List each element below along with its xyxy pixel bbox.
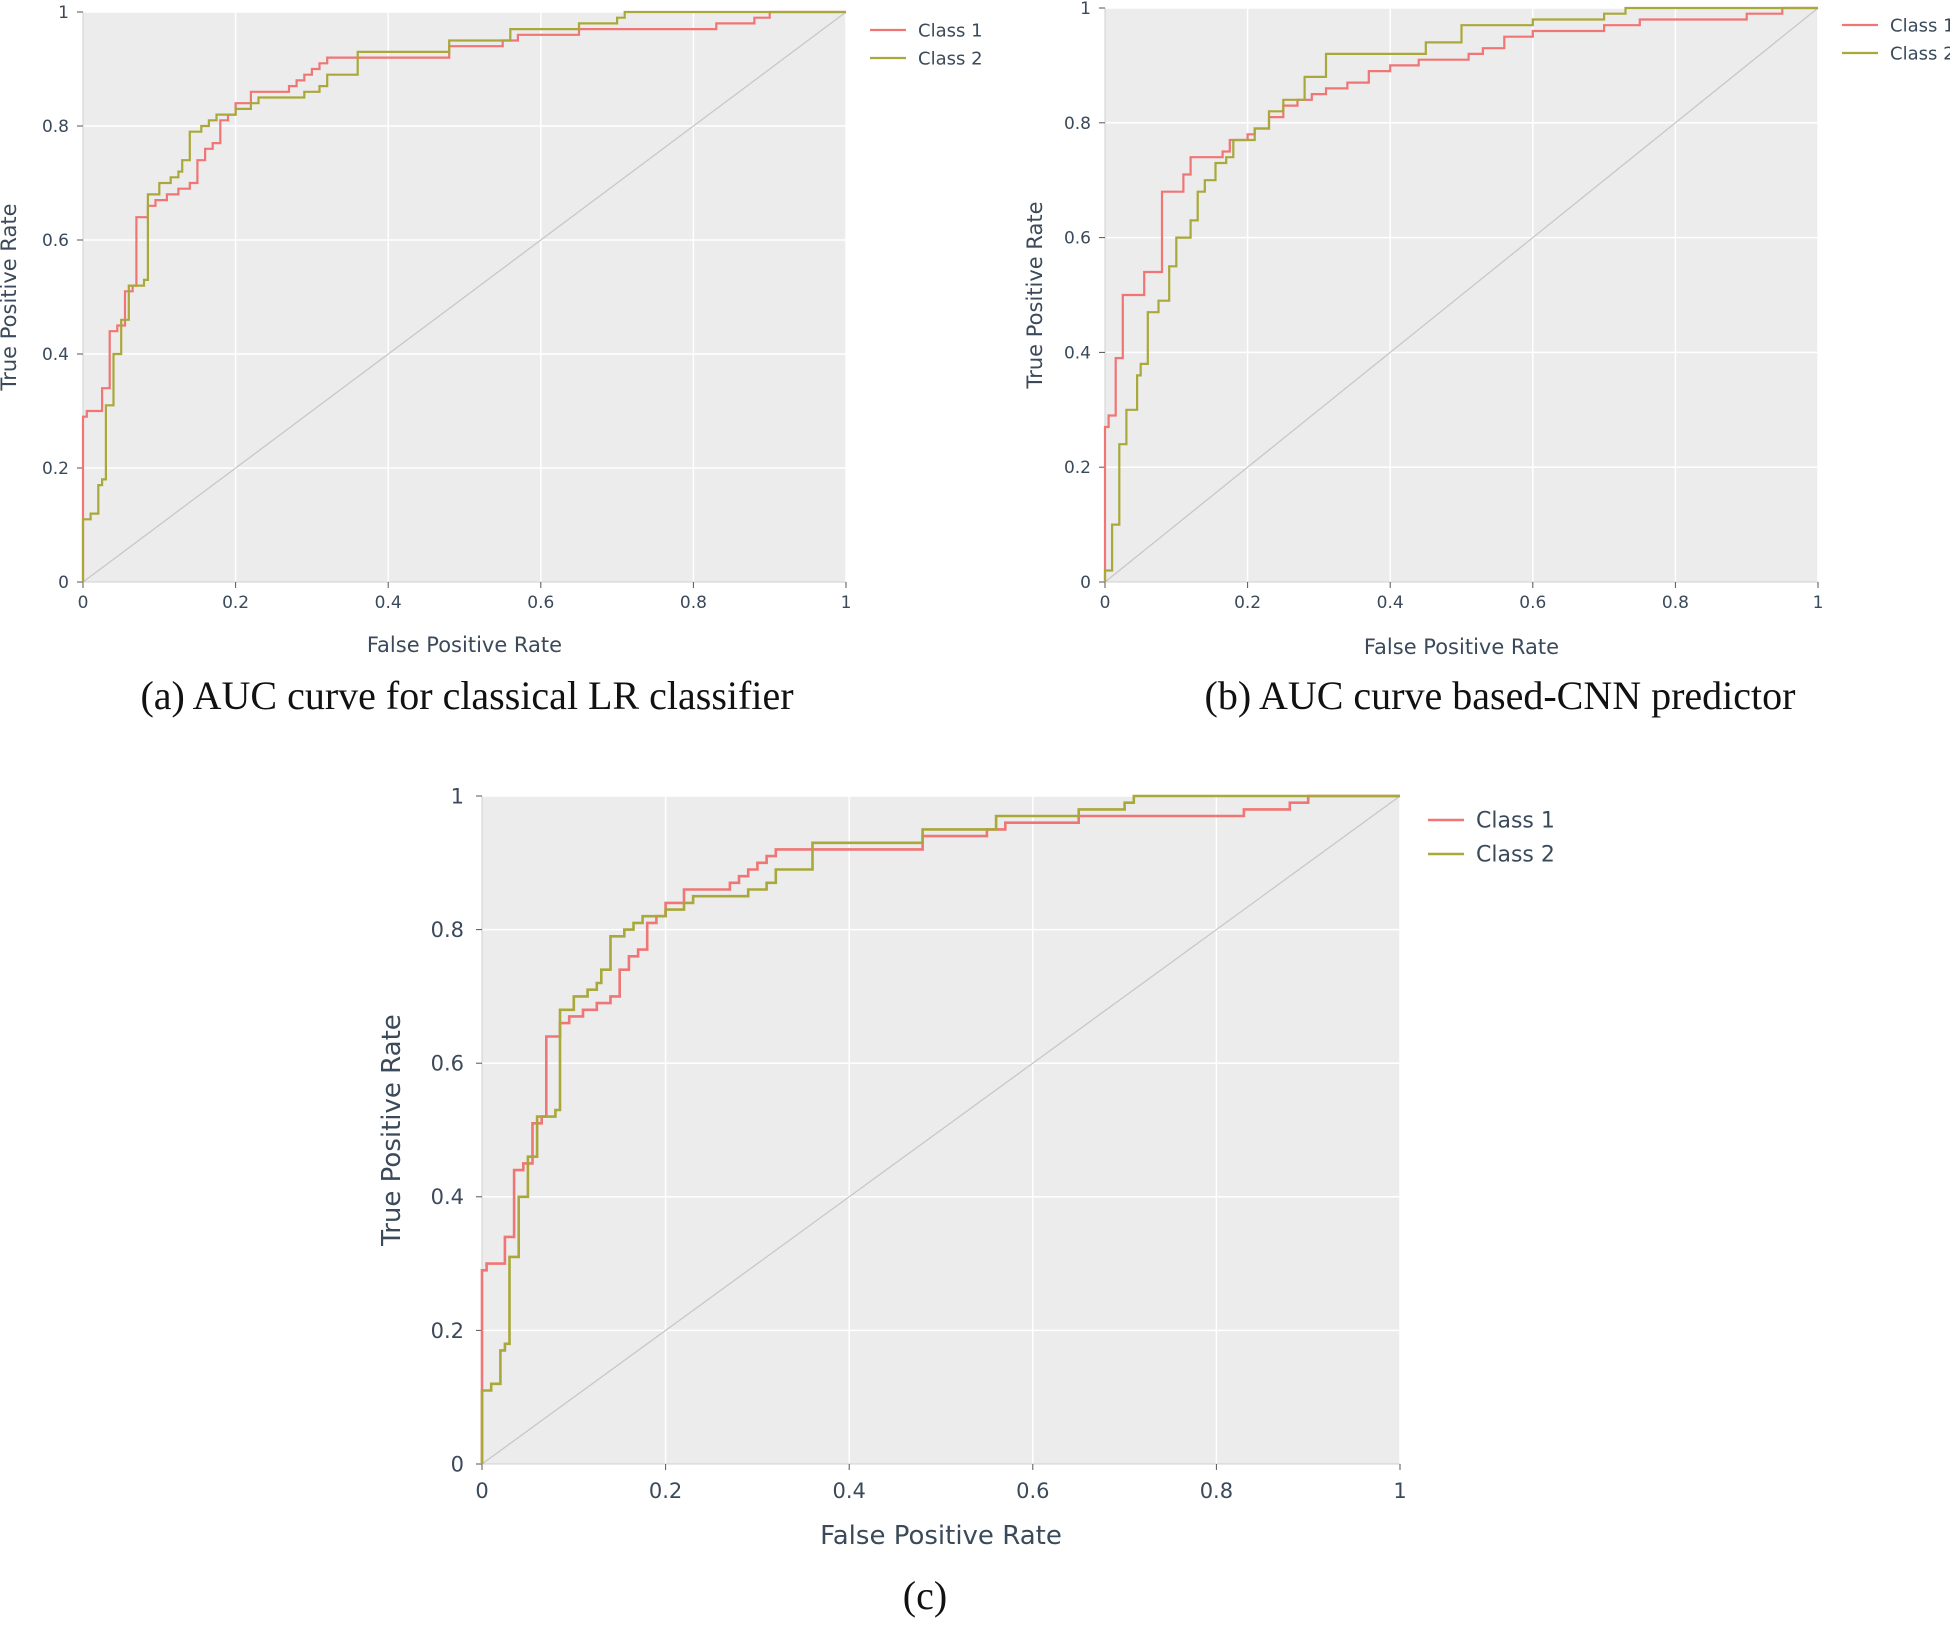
chance-diagonal-line (481, 795, 1401, 1465)
x-tick-label: 0 (1100, 593, 1111, 613)
y-tick-label: 0.4 (42, 345, 69, 365)
y-tick-label: 0 (451, 1452, 464, 1476)
y-tick-label: 0 (1080, 573, 1091, 593)
chart-c: 0 0.2 0.4 0.6 0.8 1 0 0.2 0.4 0.6 0.8 1 False Positi… (377, 784, 1555, 1551)
y-tick-label: 0.2 (431, 1319, 464, 1343)
y-tick-label: 1 (451, 784, 464, 808)
x-tick-label: 0.8 (1200, 1479, 1233, 1503)
x-tick-label: 1 (1813, 593, 1824, 613)
y-tick-label: 0.6 (431, 1052, 464, 1076)
y-tick-label: 0.8 (1064, 114, 1091, 134)
x-tick-label: 0.8 (1662, 593, 1689, 613)
chance-diagonal-line (82, 11, 847, 583)
y-tick-label: 0.6 (1064, 229, 1091, 249)
legend-label-class-1: Class 1 (918, 20, 983, 41)
x-tick-label: 0.4 (375, 593, 402, 613)
x-tick-label: 0.4 (1377, 593, 1404, 613)
legend-label-class-1: Class 1 (1890, 15, 1950, 36)
x-tick-label: 0.4 (832, 1479, 865, 1503)
y-tick-label: 0.4 (431, 1185, 464, 1209)
y-tick-label: 0.8 (42, 117, 69, 137)
x-tick-label: 0.6 (1016, 1479, 1049, 1503)
series-line-class-2 (81, 10, 846, 582)
x-tick-label: 1 (841, 593, 852, 613)
x-tick-label: 0.6 (1519, 593, 1546, 613)
series-line-class-2 (1103, 6, 1818, 582)
y-tick-label: 0.4 (1064, 343, 1091, 363)
x-axis-title: False Positive Rate (1364, 635, 1559, 659)
y-tick-label: 0.6 (42, 231, 69, 251)
chart-a: 0 0.2 0.4 0.6 0.8 1 0 0.2 0.4 0.6 0.8 1 False Positi… (0, 3, 983, 657)
x-tick-label: 0 (475, 1479, 488, 1503)
series-line-class-2 (480, 794, 1400, 1464)
y-axis-title: True Positive Rate (1023, 201, 1047, 389)
caption-b: (b) AUC curve based-CNN predictor (1204, 673, 1796, 718)
legend-label-class-1: Class 1 (1476, 809, 1555, 834)
x-tick-label: 0.2 (649, 1479, 682, 1503)
y-axis-title: True Positive Rate (377, 1014, 407, 1247)
x-tick-label: 0 (78, 593, 89, 613)
x-tick-label: 1 (1393, 1479, 1406, 1503)
y-tick-label: 0.2 (42, 459, 69, 479)
legend-label-class-2: Class 2 (1890, 43, 1950, 64)
y-tick-label: 1 (1080, 0, 1091, 19)
y-tick-label: 0 (58, 573, 69, 593)
x-axis-title: False Positive Rate (367, 633, 562, 657)
x-tick-label: 0.8 (680, 593, 707, 613)
y-axis-title: True Positive Rate (0, 203, 21, 391)
legend-label-class-2: Class 2 (1476, 843, 1555, 868)
caption-a: (a) AUC curve for classical LR classifie… (140, 673, 794, 718)
x-tick-label: 0.6 (527, 593, 554, 613)
caption-c: (c) (902, 1573, 948, 1618)
chart-b: 0 0.2 0.4 0.6 0.8 1 0 0.2 0.4 0.6 0.8 1 False Positi… (1023, 0, 1950, 659)
y-tick-label: 0.2 (1064, 458, 1091, 478)
legend-label-class-2: Class 2 (918, 48, 983, 69)
x-tick-label: 0.2 (222, 593, 249, 613)
x-tick-label: 0.2 (1234, 593, 1261, 613)
chance-diagonal-line (1104, 7, 1819, 583)
y-tick-label: 0.8 (431, 918, 464, 942)
x-axis-title: False Positive Rate (820, 1521, 1062, 1551)
y-tick-label: 1 (58, 3, 69, 23)
